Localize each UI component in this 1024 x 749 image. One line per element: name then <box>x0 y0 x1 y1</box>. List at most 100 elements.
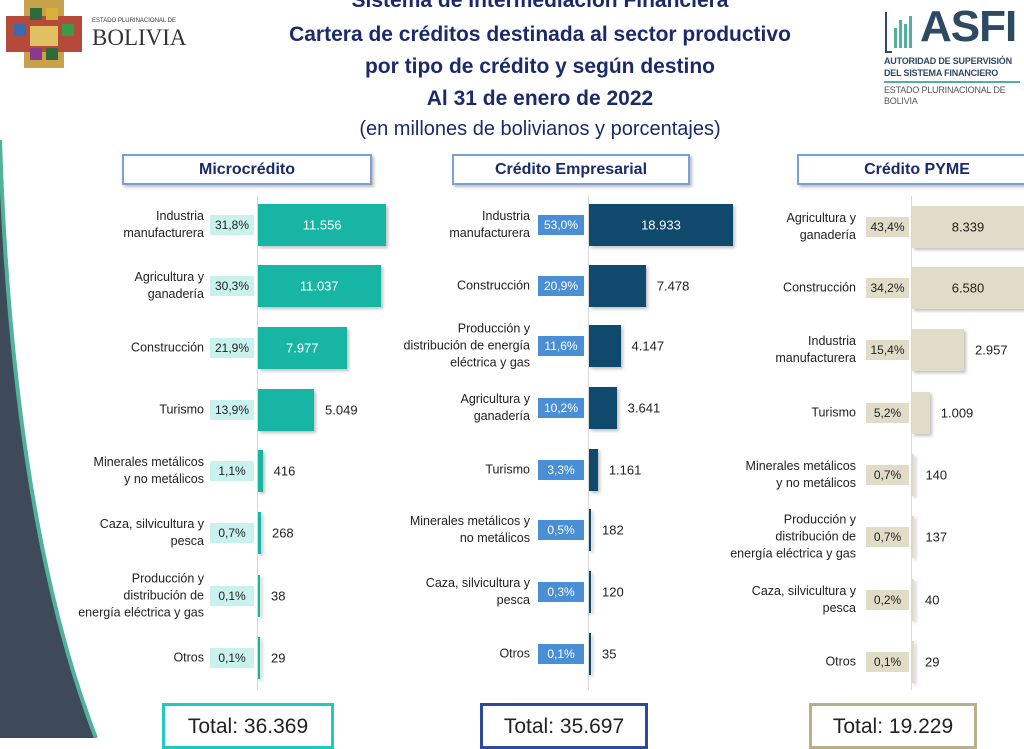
pyme-axis-line <box>911 196 912 690</box>
empresarial-axis-line <box>588 196 589 690</box>
empresarial-value-label: 35 <box>602 646 617 662</box>
microcredito-bar <box>258 327 347 369</box>
pyme-bar <box>912 579 914 621</box>
microcredito-value-label: 38 <box>271 588 286 604</box>
pyme-bar <box>912 392 930 434</box>
empresarial-bar <box>589 449 598 491</box>
pyme-value-label: 1.009 <box>940 405 974 421</box>
microcredito-percentage-label: 0,1% <box>210 648 254 668</box>
pyme-bar <box>912 329 965 371</box>
empresarial-category-label: Construcción <box>457 278 530 293</box>
empresarial-bar <box>589 325 621 367</box>
pyme-bar <box>912 267 1024 309</box>
title-line-2: Cartera de créditos destinada al sector … <box>289 23 791 46</box>
empresarial-percentage-label: 10,2% <box>538 398 584 418</box>
pyme-bar <box>912 206 1024 248</box>
empresarial-percentage-label: 20,9% <box>538 276 584 296</box>
empresarial-percentage-label: 3,3% <box>538 460 584 480</box>
pyme-category-label: Construcción <box>783 280 856 295</box>
microcredito-bar <box>258 512 261 554</box>
empresarial-category-label: Industria manufacturera <box>449 209 530 240</box>
empresarial-percentage-label: 11,6% <box>538 336 584 356</box>
empresarial-bar <box>589 387 617 429</box>
microcredito-value-label: 29 <box>271 650 286 666</box>
panel-title-empresarial: Crédito Empresarial <box>452 154 690 185</box>
bolivia-emblem-icon <box>6 0 82 68</box>
microcredito-value-label: 5.049 <box>325 402 358 418</box>
empresarial-percentage-label: 0,3% <box>538 582 584 602</box>
microcredito-bar <box>258 204 387 246</box>
microcredito-percentage-label: 0,7% <box>210 523 254 543</box>
empresarial-percentage-label: 53,0% <box>538 215 584 235</box>
empresarial-category-label: Agricultura y ganadería <box>460 392 530 423</box>
pyme-value-label: 40 <box>925 592 940 608</box>
panel-title-pyme: Crédito PYME <box>797 154 1024 185</box>
asfi-logo-line2: DEL SISTEMA FINANCIERO <box>884 68 999 78</box>
microcredito-value-label: 7.977 <box>285 340 319 356</box>
microcredito-category-label: Construcción <box>131 340 204 355</box>
pyme-value-label: 137 <box>925 529 948 545</box>
pyme-category-label: Agricultura y ganadería <box>786 211 856 242</box>
microcredito-value-label: 416 <box>273 463 296 479</box>
empresarial-value-label: 3.641 <box>627 400 661 416</box>
empresarial-value-label: 182 <box>602 522 624 538</box>
pyme-bar <box>912 516 915 558</box>
total-empresarial: Total: 35.697 <box>480 703 648 749</box>
pyme-category-label: Caza, silvicultura y pesca <box>751 584 856 615</box>
microcredito-bar <box>258 450 263 492</box>
empresarial-category-label: Caza, silvicultura y pesca <box>425 576 530 607</box>
pyme-percentage-label: 15,4% <box>866 340 909 360</box>
microcredito-percentage-label: 31,8% <box>210 215 254 235</box>
total-microcredito: Total: 36.369 <box>162 703 334 749</box>
pyme-category-label: Producción y distribución de energía elé… <box>730 512 856 561</box>
pyme-percentage-label: 0,7% <box>866 527 909 547</box>
microcredito-category-label: Caza, silvicultura y pesca <box>99 517 204 548</box>
microcredito-category-label: Agricultura y ganadería <box>134 270 204 301</box>
pyme-bar <box>912 454 915 496</box>
microcredito-value-label: 11.556 <box>302 217 342 233</box>
pyme-category-label: Otros <box>825 654 856 669</box>
empresarial-category-label: Producción y distribución de energía elé… <box>403 321 530 370</box>
pyme-value-label: 2.957 <box>975 342 1008 358</box>
empresarial-bar <box>589 633 591 675</box>
bolivia-logo: ESTADO PLURINACIONAL DE BOLIVIA <box>6 0 196 70</box>
microcredito-category-label: Turismo <box>159 402 204 417</box>
pyme-percentage-label: 5,2% <box>866 403 909 423</box>
pyme-category-label: Minerales metálicos y no metálicos <box>745 459 856 490</box>
empresarial-category-label: Otros <box>499 646 530 661</box>
title-line-1: Sistema de Intermediación Financiera <box>351 0 729 12</box>
total-pyme: Total: 19.229 <box>809 703 977 749</box>
pyme-percentage-label: 0,2% <box>866 590 909 610</box>
asfi-bars-icon <box>885 12 912 53</box>
subtitle: (en millones de bolivianos y porcentajes… <box>359 118 721 140</box>
asfi-logo-line3: ESTADO PLURINACIONAL DE BOLIVIA <box>884 85 1006 106</box>
microcredito-axis-line <box>257 196 258 690</box>
empresarial-bar <box>589 571 591 613</box>
title-line-3: por tipo de crédito y según destino <box>364 55 716 78</box>
microcredito-category-label: Minerales metálicos y no metálicos <box>93 455 204 486</box>
microcredito-bar <box>258 575 260 617</box>
microcredito-percentage-label: 0,1% <box>210 586 254 606</box>
bolivia-logo-text: BOLIVIA <box>92 25 187 50</box>
empresarial-bar <box>589 265 646 307</box>
microcredito-percentage-label: 30,3% <box>210 276 254 296</box>
microcredito-category-label: Industria manufacturera <box>123 209 204 240</box>
pyme-category-label: Industria manufacturera <box>775 334 856 365</box>
asfi-logo-line1: AUTORIDAD DE SUPERVISIÓN <box>884 56 1012 66</box>
empresarial-percentage-label: 0,1% <box>538 644 584 664</box>
empresarial-bar <box>589 509 591 551</box>
pyme-percentage-label: 34,2% <box>866 278 909 298</box>
microcredito-bar <box>258 265 381 307</box>
asfi-logo: ASFI AUTORIDAD DE SUPERVISIÓN DEL SISTEM… <box>884 2 1024 144</box>
pyme-value-label: 6.580 <box>951 280 985 296</box>
title-line-4: Al 31 de enero de 2022 <box>426 87 654 110</box>
empresarial-category-label: Turismo <box>485 462 530 477</box>
microcredito-value-label: 268 <box>271 525 294 541</box>
pyme-value-label: 29 <box>925 654 940 670</box>
empresarial-value-label: 7.478 <box>656 278 690 294</box>
pyme-category-label: Turismo <box>811 405 856 420</box>
pyme-value-label: 8.339 <box>951 219 985 235</box>
empresarial-category-label: Minerales metálicos y no metálicos <box>409 514 530 545</box>
empresarial-value-label: 120 <box>602 584 624 600</box>
pyme-percentage-label: 0,7% <box>866 465 909 485</box>
